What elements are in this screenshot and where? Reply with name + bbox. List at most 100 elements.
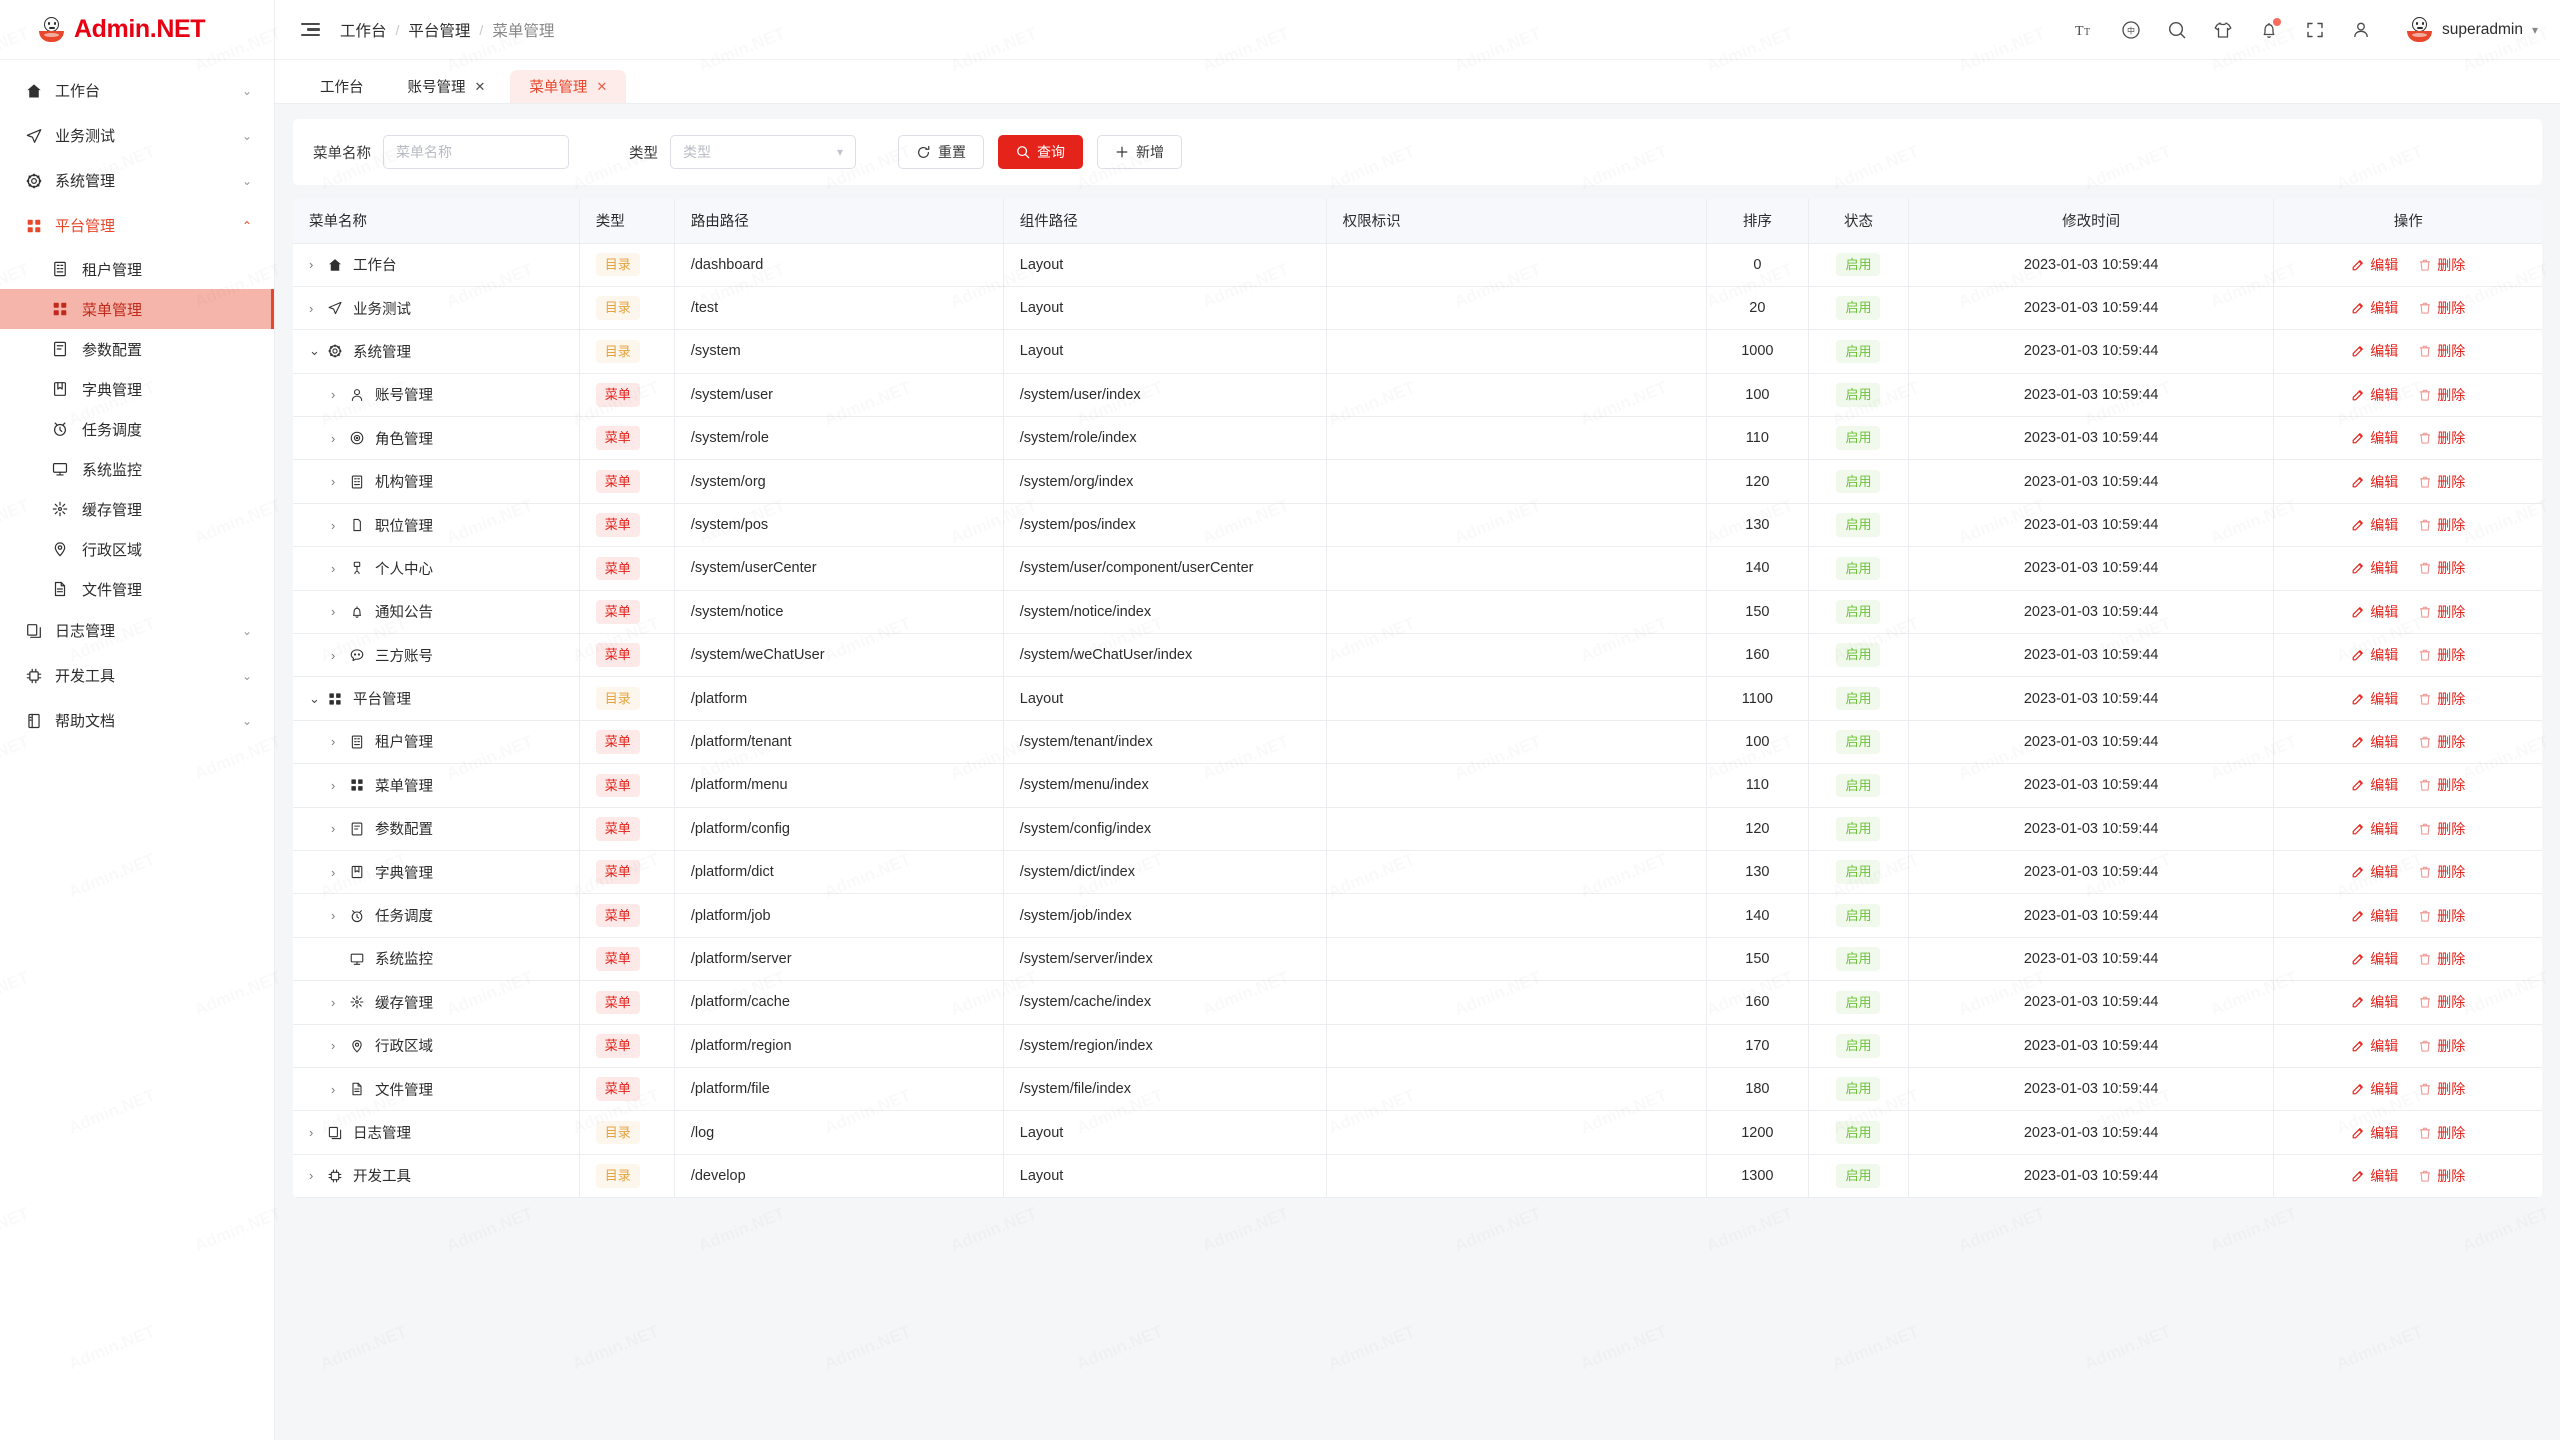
table-row[interactable]: › 三方账号 菜单/system/weChatUser/system/weChatU… bbox=[293, 633, 2542, 678]
sidebar-item-11[interactable]: 行政区域 bbox=[0, 529, 274, 569]
delete-button[interactable]: 删除 bbox=[2418, 341, 2465, 361]
search-input[interactable] bbox=[383, 135, 569, 169]
tab-0[interactable]: 工作台 bbox=[301, 70, 383, 103]
edit-button[interactable]: 编辑 bbox=[2351, 1123, 2398, 1143]
sidebar-item-9[interactable]: 系统监控 bbox=[0, 449, 274, 489]
breadcrumb-item-1[interactable]: 平台管理 bbox=[408, 22, 471, 40]
edit-button[interactable]: 编辑 bbox=[2351, 819, 2398, 839]
delete-button[interactable]: 删除 bbox=[2418, 645, 2465, 665]
delete-button[interactable]: 删除 bbox=[2418, 949, 2465, 969]
chevron-down-icon[interactable]: ⌄ bbox=[241, 128, 252, 143]
chevron-right-icon[interactable]: › bbox=[331, 1038, 336, 1054]
edit-button[interactable]: 编辑 bbox=[2351, 949, 2398, 969]
chevron-down-icon[interactable]: ⌄ bbox=[309, 690, 320, 706]
sidebar-item-1[interactable]: 业务测试 ⌄ bbox=[0, 114, 274, 157]
sidebar-item-7[interactable]: 字典管理 bbox=[0, 369, 274, 409]
edit-button[interactable]: 编辑 bbox=[2351, 255, 2398, 275]
chevron-down-icon[interactable]: ⌄ bbox=[241, 668, 252, 683]
delete-button[interactable]: 删除 bbox=[2418, 515, 2465, 535]
chevron-right-icon[interactable]: › bbox=[331, 1081, 336, 1097]
table-row[interactable]: › 日志管理 目录/log Layout 1200 启用 2023-01-03 10:59:… bbox=[293, 1110, 2542, 1155]
table-row[interactable]: ⌄ 系统管理 目录/system Layout 1000 启用 2023-01-03 10:… bbox=[293, 329, 2542, 374]
table-row[interactable]: › 通知公告 菜单/system/notice/system/notice/inde… bbox=[293, 590, 2542, 635]
table-row[interactable]: › 字典管理 菜单/platform/dict/system/dict/index 1… bbox=[293, 850, 2542, 895]
user-outline-icon[interactable] bbox=[2350, 19, 2372, 41]
delete-button[interactable]: 删除 bbox=[2418, 428, 2465, 448]
sidebar-item-14[interactable]: 开发工具 ⌄ bbox=[0, 654, 274, 697]
chevron-down-icon[interactable]: ⌄ bbox=[241, 713, 252, 728]
chevron-down-icon[interactable]: ▾ bbox=[2531, 22, 2538, 37]
chevron-up-icon[interactable]: ⌃ bbox=[241, 218, 252, 233]
chevron-right-icon[interactable]: › bbox=[331, 647, 336, 663]
chevron-right-icon[interactable]: › bbox=[331, 908, 336, 924]
edit-button[interactable]: 编辑 bbox=[2351, 689, 2398, 709]
delete-button[interactable]: 删除 bbox=[2418, 1166, 2465, 1186]
table-row[interactable]: ⌄ 平台管理 目录/platform Layout 1100 启用 2023-01-03 1… bbox=[293, 676, 2542, 721]
table-row[interactable]: › 业务测试 目录/test Layout 20 启用 2023-01-03 10:59:4… bbox=[293, 286, 2542, 331]
edit-button[interactable]: 编辑 bbox=[2351, 1079, 2398, 1099]
table-row[interactable]: › 参数配置 菜单/platform/config/system/config/in… bbox=[293, 807, 2542, 851]
edit-button[interactable]: 编辑 bbox=[2351, 1166, 2398, 1186]
notification-bell-icon[interactable] bbox=[2258, 17, 2281, 41]
chevron-down-icon[interactable]: ⌄ bbox=[309, 343, 320, 359]
table-row[interactable]: › 菜单管理 菜单/platform/menu/system/menu/index 1… bbox=[293, 763, 2542, 808]
tab-1[interactable]: 账号管理 ✕ bbox=[389, 70, 505, 103]
breadcrumb-item-0[interactable]: 工作台 bbox=[340, 22, 387, 40]
sidebar-item-3[interactable]: 平台管理 ⌃ bbox=[0, 204, 274, 247]
chevron-right-icon[interactable]: › bbox=[331, 430, 336, 446]
delete-button[interactable]: 删除 bbox=[2418, 689, 2465, 709]
delete-button[interactable]: 删除 bbox=[2418, 906, 2465, 926]
sidebar-item-0[interactable]: 工作台 ⌄ bbox=[0, 69, 274, 112]
edit-button[interactable]: 编辑 bbox=[2351, 992, 2398, 1012]
table-row[interactable]: › 工作台 目录/dashboard Layout 0 启用 2023-01-03 10:5… bbox=[293, 243, 2542, 287]
chevron-right-icon[interactable]: › bbox=[331, 734, 336, 750]
sidebar-item-8[interactable]: 任务调度 bbox=[0, 409, 274, 449]
table-row[interactable]: ›系统监控菜单/platform/server/system/server/in… bbox=[293, 937, 2542, 982]
table-row[interactable]: › 账号管理 菜单/system/user/system/user/index 100… bbox=[293, 373, 2542, 418]
edit-button[interactable]: 编辑 bbox=[2351, 428, 2398, 448]
delete-button[interactable]: 删除 bbox=[2418, 819, 2465, 839]
theme-shirt-icon[interactable] bbox=[2212, 19, 2234, 41]
edit-button[interactable]: 编辑 bbox=[2351, 298, 2398, 318]
table-row[interactable]: › 文件管理 菜单/platform/file/system/file/index 1… bbox=[293, 1067, 2542, 1112]
chevron-right-icon[interactable]: › bbox=[309, 300, 314, 316]
chevron-right-icon[interactable]: › bbox=[331, 604, 336, 620]
sidebar-item-12[interactable]: 文件管理 bbox=[0, 569, 274, 609]
edit-button[interactable]: 编辑 bbox=[2351, 472, 2398, 492]
edit-button[interactable]: 编辑 bbox=[2351, 645, 2398, 665]
delete-button[interactable]: 删除 bbox=[2418, 732, 2465, 752]
table-row[interactable]: › 租户管理 菜单/platform/tenant/system/tenant/in… bbox=[293, 720, 2542, 765]
delete-button[interactable]: 删除 bbox=[2418, 775, 2465, 795]
delete-button[interactable]: 删除 bbox=[2418, 862, 2465, 882]
sidebar-item-10[interactable]: 缓存管理 bbox=[0, 489, 274, 529]
sidebar-item-4[interactable]: 租户管理 bbox=[0, 249, 274, 289]
add-button[interactable]: 新增 bbox=[1097, 135, 1182, 169]
fullscreen-icon[interactable] bbox=[2304, 19, 2326, 41]
delete-button[interactable]: 删除 bbox=[2418, 1036, 2465, 1056]
sidebar-item-13[interactable]: 日志管理 ⌄ bbox=[0, 609, 274, 652]
close-icon[interactable]: ✕ bbox=[474, 78, 486, 94]
chevron-right-icon[interactable]: › bbox=[331, 821, 336, 837]
chevron-down-icon[interactable]: ⌄ bbox=[241, 83, 252, 98]
table-row[interactable]: › 角色管理 菜单/system/role/system/role/index 110… bbox=[293, 416, 2542, 461]
chevron-right-icon[interactable]: › bbox=[331, 560, 336, 576]
edit-button[interactable]: 编辑 bbox=[2351, 558, 2398, 578]
language-globe-icon[interactable]: 中 bbox=[2120, 19, 2142, 41]
sidebar-item-2[interactable]: 系统管理 ⌄ bbox=[0, 159, 274, 202]
table-row[interactable]: › 个人中心 菜单/system/userCenter/system/user/co… bbox=[293, 546, 2542, 591]
delete-button[interactable]: 删除 bbox=[2418, 298, 2465, 318]
chevron-down-icon[interactable]: ⌄ bbox=[241, 173, 252, 188]
sidebar-item-15[interactable]: 帮助文档 ⌄ bbox=[0, 699, 274, 742]
chevron-right-icon[interactable]: › bbox=[331, 864, 336, 880]
sidebar-item-6[interactable]: 参数配置 bbox=[0, 329, 274, 369]
delete-button[interactable]: 删除 bbox=[2418, 385, 2465, 405]
edit-button[interactable]: 编辑 bbox=[2351, 385, 2398, 405]
chevron-right-icon[interactable]: › bbox=[309, 1168, 314, 1184]
close-icon[interactable]: ✕ bbox=[596, 78, 608, 94]
edit-button[interactable]: 编辑 bbox=[2351, 602, 2398, 622]
reset-button[interactable]: 重置 bbox=[898, 135, 984, 169]
chevron-right-icon[interactable]: › bbox=[309, 257, 314, 273]
table-row[interactable]: › 任务调度 菜单/platform/job/system/job/index 140… bbox=[293, 893, 2542, 938]
table-row[interactable]: › 职位管理 菜单/system/pos/system/pos/index 130 启用… bbox=[293, 503, 2542, 548]
